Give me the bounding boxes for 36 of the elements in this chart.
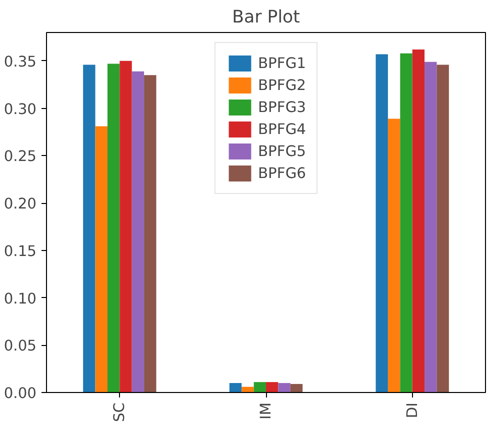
bar: [254, 382, 266, 392]
legend-label: BPFG2: [258, 76, 306, 94]
bar: [144, 75, 156, 392]
legend-label: BPFG4: [258, 120, 306, 138]
bar: [95, 126, 108, 392]
legend-label: BPFG6: [258, 164, 306, 182]
y-tick-label: 0.25: [4, 148, 37, 166]
y-tick-label: 0.20: [4, 196, 37, 213]
bar: [376, 54, 388, 392]
bar: [424, 62, 437, 392]
bar: [290, 384, 303, 392]
bar: [266, 382, 278, 392]
x-tick-label: SC: [111, 402, 128, 422]
bar: [436, 64, 449, 392]
y-tick-label: 0.10: [4, 290, 37, 308]
bar: [412, 50, 425, 392]
legend-label: BPFG1: [258, 54, 306, 72]
bar: [107, 64, 120, 392]
y-tick-label: 0.00: [4, 385, 37, 402]
x-tick-label: IM: [258, 402, 274, 420]
bar: [120, 60, 132, 392]
bar: [388, 118, 400, 392]
bar: [242, 386, 254, 392]
y-tick-label: 0.35: [4, 53, 37, 70]
y-tick-label: 0.05: [4, 338, 37, 355]
bar: [278, 383, 290, 392]
bar: [132, 71, 144, 392]
bar: [83, 64, 96, 392]
legend-label: BPFG5: [258, 142, 306, 160]
chart-title: Bar Plot: [232, 8, 300, 28]
y-tick-label: 0.15: [4, 242, 37, 260]
x-tick-label: DI: [404, 402, 421, 418]
bar: [400, 53, 412, 392]
bar: [229, 383, 242, 392]
legend-label: BPFG3: [258, 98, 306, 116]
y-tick-label: 0.30: [4, 100, 37, 118]
